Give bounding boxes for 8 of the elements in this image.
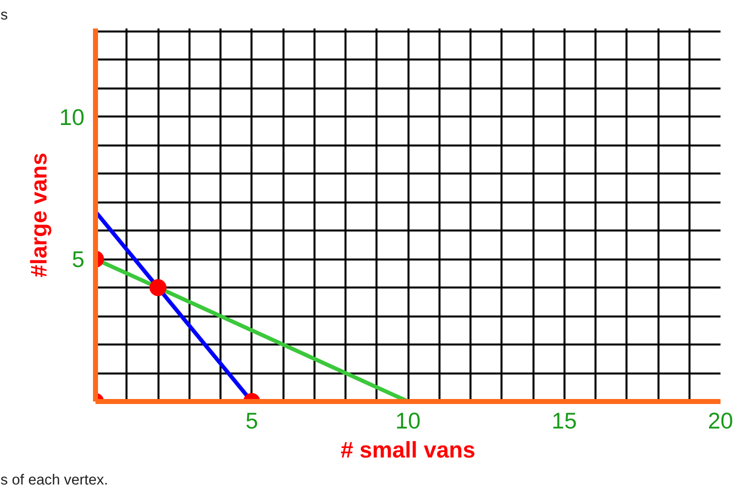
- y-axis-title: #large vans: [25, 152, 52, 278]
- x-tick-label: 5: [245, 408, 258, 434]
- x-tick-label: 20: [708, 408, 734, 434]
- text: s: [0, 8, 8, 24]
- x-axis-title: # small vans: [340, 436, 476, 462]
- text: s of each vertex.: [0, 472, 108, 488]
- x-tick-label: 10: [395, 408, 421, 434]
- x-tick-label: 15: [552, 408, 577, 434]
